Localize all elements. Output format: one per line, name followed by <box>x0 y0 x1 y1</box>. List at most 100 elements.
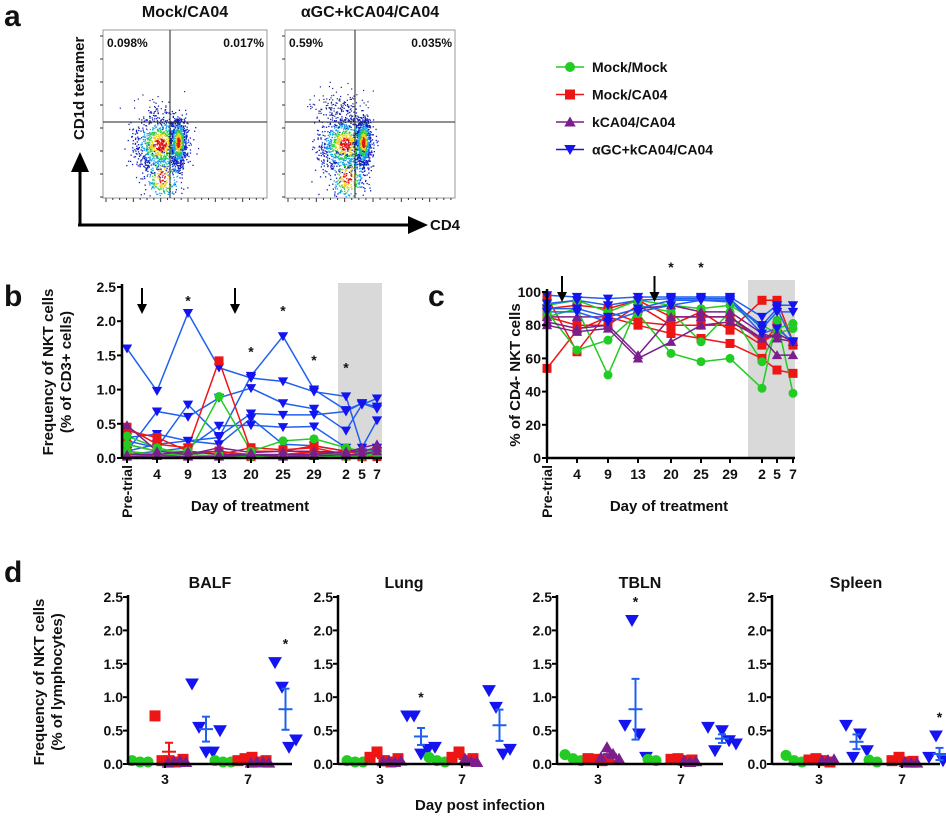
flow-event <box>136 132 139 134</box>
flow-event <box>173 113 175 115</box>
flow-event <box>178 154 180 156</box>
panel-label: b <box>4 280 22 313</box>
flow-event <box>356 164 358 166</box>
triangle-up-marker <box>724 311 736 321</box>
flow-event <box>161 124 163 126</box>
flow-event <box>180 127 183 129</box>
series-line-blue <box>126 311 378 450</box>
flow-event <box>341 190 343 193</box>
square-marker <box>246 751 258 763</box>
flow-event <box>164 146 166 148</box>
flow-event <box>165 112 167 115</box>
flow-event <box>367 145 370 147</box>
flow-event <box>160 152 162 154</box>
flow-event <box>372 126 374 128</box>
triangle-down-marker <box>340 426 352 436</box>
flow-event <box>335 149 337 152</box>
flow-event <box>352 119 354 121</box>
flow-event <box>164 145 166 147</box>
flow-event <box>182 168 184 170</box>
flow-event <box>355 133 357 135</box>
triangle-down-marker <box>245 384 257 394</box>
flow-event <box>358 134 361 136</box>
flow-event <box>171 138 173 140</box>
flow-event <box>362 194 364 196</box>
flow-event <box>139 166 141 168</box>
flow-event <box>150 183 153 185</box>
flow-event <box>149 174 152 176</box>
flow-event <box>314 122 316 124</box>
flow-event <box>172 147 174 149</box>
flow-event <box>172 146 174 148</box>
flow-event <box>153 179 155 181</box>
flow-event <box>334 163 336 165</box>
flow-event <box>159 178 161 181</box>
flow-event <box>152 114 155 117</box>
flow-event <box>344 188 346 190</box>
flow-event <box>175 146 177 148</box>
flow-event <box>174 166 177 168</box>
flow-event <box>343 149 346 151</box>
flow-event <box>358 154 360 156</box>
flow-event <box>128 123 130 125</box>
flow-event <box>350 117 352 119</box>
flow-event <box>166 163 168 165</box>
flow-event <box>351 180 353 183</box>
flow-event <box>183 127 185 129</box>
flow-event <box>143 134 146 136</box>
flow-event <box>352 156 355 158</box>
flow-event <box>140 159 142 161</box>
x-tick-label: 4 <box>153 466 161 482</box>
flow-event <box>150 136 153 138</box>
flow-event <box>146 160 148 162</box>
flow-event <box>340 157 342 159</box>
square-marker <box>453 746 465 758</box>
flow-event <box>149 161 151 163</box>
flow-event <box>361 144 363 147</box>
flow-event <box>181 159 183 161</box>
flow-event <box>170 177 172 179</box>
triangle-down-marker <box>414 748 428 761</box>
arrow-down-icon <box>649 292 660 302</box>
triangle-down-marker <box>340 392 352 402</box>
flow-event <box>360 154 362 157</box>
flow-event <box>179 160 181 162</box>
flow-event <box>341 140 343 142</box>
flow-event <box>176 131 178 133</box>
flow-event <box>167 165 169 168</box>
flow-event <box>154 184 156 186</box>
flow-event <box>149 182 151 184</box>
flow-event <box>186 128 188 131</box>
flow-event <box>351 152 353 154</box>
flow-event <box>165 141 167 143</box>
flow-event <box>146 175 148 177</box>
flow-event <box>341 146 343 148</box>
flow-event <box>164 169 166 171</box>
flow-event <box>179 153 182 156</box>
significance-star: * <box>343 359 349 375</box>
flow-event <box>336 102 338 104</box>
flow-event <box>179 132 181 134</box>
flow-event <box>353 147 355 149</box>
triangle-down-marker <box>602 317 614 327</box>
flow-event <box>149 133 151 135</box>
flow-event <box>358 160 360 162</box>
flow-event <box>325 126 328 128</box>
flow-event <box>335 124 337 126</box>
flow-event <box>181 174 183 176</box>
y-tick-label: 1.5 <box>533 656 553 672</box>
flow-event <box>165 189 168 191</box>
flow-event <box>357 155 360 157</box>
flow-event <box>171 192 173 194</box>
subplot-lung: Lung*3 70.00.51.01.52.02.5 <box>314 575 517 787</box>
flow-event <box>360 151 362 153</box>
flow-event <box>187 123 189 125</box>
flow-event <box>329 144 332 146</box>
flow-event <box>353 119 355 121</box>
flow-event <box>366 127 368 129</box>
flow-event <box>370 139 372 142</box>
flow-event <box>166 153 168 156</box>
flow-event <box>162 174 164 176</box>
flow-event <box>148 166 150 168</box>
